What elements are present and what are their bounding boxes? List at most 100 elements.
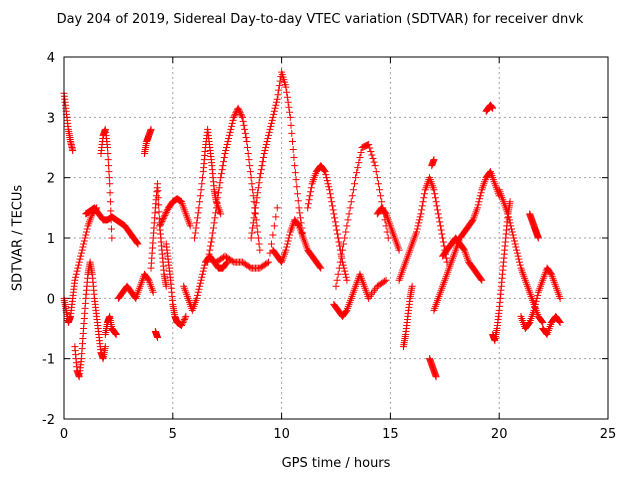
data-point — [283, 88, 291, 96]
data-point — [194, 288, 202, 296]
x-axis-label: GPS time / hours — [281, 456, 391, 471]
data-point — [71, 276, 79, 284]
data-point — [326, 190, 334, 198]
data-point — [334, 234, 342, 242]
data-point — [395, 246, 403, 254]
data-point — [264, 134, 272, 142]
data-point — [200, 264, 208, 272]
data-point — [365, 140, 373, 148]
data-point — [368, 151, 376, 159]
data-point — [75, 261, 83, 269]
data-point — [73, 267, 81, 275]
data-series — [180, 252, 231, 314]
data-point — [342, 273, 350, 281]
data-point — [77, 252, 85, 260]
data-point — [316, 263, 324, 271]
data-point — [208, 234, 216, 242]
y-tick-label: 4 — [47, 51, 55, 66]
data-point — [355, 159, 363, 167]
data-point — [384, 234, 392, 242]
data-point — [82, 228, 90, 236]
data-series — [247, 68, 307, 242]
data-point — [106, 180, 114, 188]
data-point — [226, 128, 234, 136]
data-point — [262, 144, 270, 151]
data-point — [330, 210, 338, 218]
data-point — [273, 98, 281, 106]
data-point — [286, 231, 294, 239]
data-point — [430, 186, 438, 194]
data-point — [207, 238, 215, 246]
data-point — [353, 169, 361, 177]
data-point — [436, 222, 444, 230]
data-point — [284, 237, 292, 245]
data-point — [320, 167, 328, 175]
data-point — [265, 131, 273, 139]
data-point — [547, 269, 555, 277]
data-point — [295, 204, 303, 212]
data-point — [237, 110, 245, 118]
data-point — [508, 225, 516, 233]
data-point — [317, 264, 325, 272]
data-point — [475, 198, 483, 206]
data-point — [159, 214, 167, 222]
data-point — [510, 234, 518, 242]
data-point — [251, 209, 259, 217]
data-point — [238, 112, 246, 120]
data-point — [220, 158, 228, 166]
data-point — [107, 207, 115, 215]
data-point — [134, 240, 142, 248]
data-point — [324, 180, 332, 188]
data-point — [162, 210, 170, 218]
data-series — [430, 168, 503, 314]
data-point — [229, 116, 237, 124]
data-point — [276, 77, 284, 85]
data-point — [347, 198, 355, 206]
data-point — [105, 168, 113, 176]
data-point — [236, 107, 244, 115]
data-point — [147, 125, 155, 133]
data-point — [248, 180, 256, 188]
data-point — [477, 189, 485, 197]
data-point — [104, 144, 112, 151]
data-point — [352, 174, 360, 182]
data-point — [244, 150, 252, 158]
data-series — [539, 312, 564, 339]
data-point — [182, 312, 190, 320]
data-point — [556, 318, 564, 326]
data-point — [160, 213, 168, 221]
data-point — [506, 198, 514, 206]
data-point — [256, 174, 264, 182]
data-point — [258, 162, 266, 170]
x-tick-label: 20 — [491, 427, 508, 442]
data-point — [180, 317, 188, 325]
data-point — [416, 213, 424, 221]
data-point — [292, 176, 300, 184]
data-point — [508, 228, 516, 236]
data-point — [296, 214, 304, 222]
data-point — [382, 276, 390, 284]
data-point — [531, 300, 539, 308]
data-point — [322, 171, 330, 179]
data-point — [476, 195, 484, 203]
data-point — [266, 125, 274, 133]
data-point — [539, 318, 547, 326]
data-point — [267, 240, 275, 248]
data-point — [534, 291, 542, 299]
data-point — [206, 246, 214, 254]
data-point — [260, 150, 268, 158]
data-series — [156, 195, 194, 230]
data-point — [304, 200, 312, 208]
data-point — [373, 174, 381, 182]
data-point — [228, 119, 236, 127]
data-point — [195, 204, 203, 212]
data-series — [147, 180, 170, 290]
data-point — [370, 158, 378, 166]
data-point — [439, 238, 447, 246]
data-point — [204, 258, 212, 266]
data-point — [154, 194, 162, 202]
data-point — [420, 190, 428, 198]
data-point — [378, 198, 386, 206]
data-point — [235, 106, 243, 114]
data-point — [283, 243, 291, 251]
